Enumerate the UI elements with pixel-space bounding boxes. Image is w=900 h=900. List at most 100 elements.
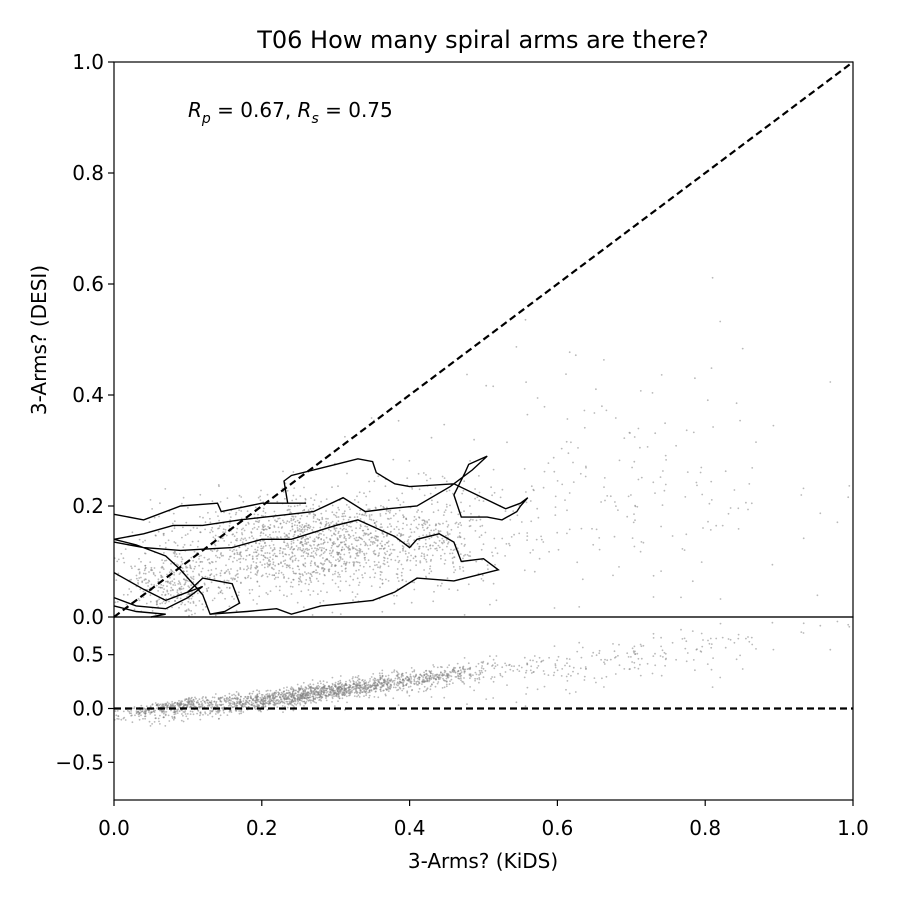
- scatter-point: [457, 526, 459, 528]
- residual-point: [191, 701, 194, 703]
- scatter-point: [155, 584, 158, 587]
- residual-point: [228, 696, 231, 699]
- scatter-point: [236, 580, 238, 583]
- scatter-point: [281, 551, 284, 553]
- scatter-point: [337, 538, 339, 541]
- scatter-point: [259, 495, 261, 498]
- scatter-point: [173, 573, 176, 576]
- residual-point: [186, 704, 189, 706]
- scatter-point: [561, 483, 564, 486]
- residual-point: [719, 676, 722, 679]
- residual-point: [194, 696, 196, 699]
- scatter-point: [209, 517, 211, 520]
- scatter-point: [329, 539, 332, 542]
- identity-reference-line: [113, 61, 854, 618]
- scatter-point: [429, 492, 432, 495]
- scatter-point: [312, 503, 315, 506]
- scatter-point: [337, 485, 339, 488]
- bottom-panel: −0.50.00.5: [55, 616, 854, 801]
- scatter-point: [312, 520, 315, 523]
- scatter-point: [258, 519, 261, 522]
- scatter-point: [217, 515, 219, 517]
- residual-point: [298, 689, 301, 692]
- scatter-point: [302, 606, 305, 608]
- scatter-point: [394, 559, 397, 562]
- scatter-point: [450, 548, 452, 551]
- scatter-point: [285, 580, 288, 583]
- scatter-point: [123, 561, 126, 564]
- scatter-point: [475, 519, 478, 522]
- scatter-point: [261, 564, 263, 566]
- scatter-point: [685, 429, 688, 432]
- scatter-point: [454, 569, 457, 571]
- residual-point: [493, 667, 496, 670]
- scatter-point: [349, 555, 352, 558]
- residual-point: [242, 700, 245, 702]
- scatter-point: [566, 418, 569, 420]
- scatter-point: [309, 536, 311, 539]
- scatter-point: [293, 524, 296, 526]
- scatter-point: [316, 547, 318, 550]
- scatter-point: [397, 561, 400, 564]
- scatter-point: [130, 565, 133, 568]
- scatter-point: [355, 521, 358, 524]
- scatter-point: [402, 514, 404, 516]
- residual-point: [739, 654, 741, 657]
- residual-point: [331, 701, 333, 703]
- scatter-point: [286, 542, 289, 545]
- scatter-point: [540, 535, 542, 538]
- scatter-point: [258, 542, 261, 545]
- residual-point: [137, 713, 140, 716]
- scatter-point: [218, 527, 221, 529]
- residual-point: [348, 694, 350, 697]
- scatter-point: [233, 553, 236, 556]
- scatter-point: [344, 570, 347, 573]
- scatter-point: [157, 590, 160, 592]
- scatter-point: [306, 549, 309, 551]
- scatter-point: [472, 519, 474, 521]
- residual-point: [215, 703, 217, 706]
- residual-point: [333, 690, 335, 692]
- scatter-point: [361, 574, 363, 576]
- scatter-point: [196, 545, 199, 548]
- scatter-point: [174, 584, 177, 586]
- scatter-point: [447, 542, 449, 545]
- scatter-point: [396, 573, 399, 576]
- scatter-point: [373, 560, 376, 563]
- scatter-point: [378, 554, 380, 556]
- top-y-tick-label: 1.0: [72, 50, 104, 74]
- scatter-point: [296, 527, 299, 529]
- scatter-point: [302, 574, 304, 577]
- scatter-point: [452, 561, 454, 563]
- scatter-point: [229, 522, 231, 524]
- residual-point: [128, 712, 131, 715]
- scatter-point: [603, 486, 605, 488]
- residual-point: [227, 697, 230, 700]
- residual-point: [337, 696, 340, 698]
- scatter-point: [228, 525, 231, 527]
- residual-point: [237, 692, 240, 695]
- residual-point: [297, 694, 300, 696]
- residual-point: [401, 689, 404, 692]
- scatter-point: [464, 553, 467, 556]
- scatter-point: [327, 569, 330, 572]
- scatter-point: [382, 562, 385, 565]
- residual-point: [229, 710, 232, 712]
- scatter-point: [249, 577, 252, 580]
- scatter-point: [449, 504, 451, 507]
- residual-point: [291, 692, 294, 695]
- scatter-point: [173, 552, 176, 555]
- scatter-point: [409, 559, 412, 562]
- residual-point: [307, 700, 310, 702]
- scatter-point: [233, 544, 236, 547]
- residual-point: [376, 683, 379, 685]
- residual-point: [473, 689, 475, 692]
- scatter-point: [434, 487, 437, 489]
- residual-point: [520, 666, 523, 669]
- scatter-point: [193, 567, 196, 570]
- residual-point: [478, 681, 480, 684]
- scatter-point: [251, 535, 253, 538]
- scatter-point: [279, 552, 281, 555]
- residual-point: [334, 695, 337, 697]
- scatter-point: [613, 535, 616, 538]
